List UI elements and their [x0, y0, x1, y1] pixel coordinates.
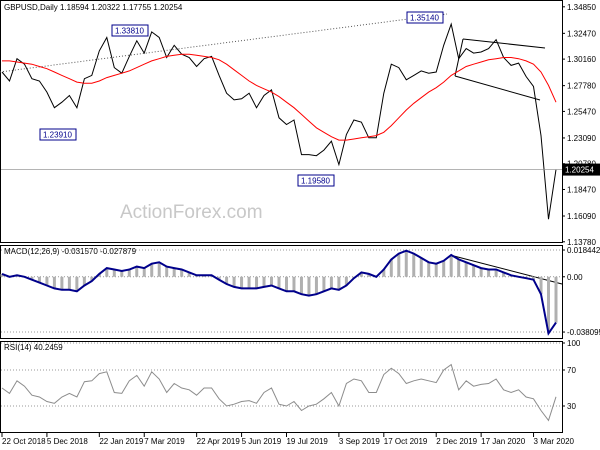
- y-tick-label: 100: [567, 339, 581, 348]
- annotation: 1.35140: [410, 14, 439, 23]
- macd-title: MACD(12,26,9) -0.031570 -0.027879: [4, 247, 137, 256]
- x-tick-label: 22 Apr 2019: [197, 437, 241, 446]
- annotation: 1.33810: [115, 27, 144, 36]
- annotation-box: [406, 11, 444, 24]
- series-line: [1, 22, 557, 220]
- series-line: [2, 53, 557, 141]
- x-tick-label: 19 Jul 2019: [286, 437, 328, 446]
- y-tick-label: 1.25470: [567, 107, 596, 116]
- y-tick-label: -0.038095: [567, 328, 600, 337]
- annotation: 1.23910: [43, 131, 72, 140]
- y-tick-label: 1.34850: [567, 3, 596, 12]
- x-tick-label: 17 Jan 2020: [481, 437, 526, 446]
- annotation-box: [39, 128, 77, 141]
- y-tick-label: 1.32470: [567, 29, 596, 38]
- series-line: [1, 363, 557, 422]
- y-tick-label: 1.18470: [567, 185, 596, 194]
- x-tick-label: 22 Jan 2019: [99, 437, 144, 446]
- y-tick-label: 1.13780: [567, 238, 596, 247]
- x-tick-label: 22 Oct 2018: [2, 437, 46, 446]
- trend-line: [0, 13, 448, 73]
- x-tick-label: 2 Dec 2019: [436, 437, 477, 446]
- channel-line: [454, 75, 541, 101]
- channel-line: [462, 38, 546, 49]
- y-tick-label: 1.23090: [567, 134, 596, 143]
- y-tick-label: 0.00: [567, 273, 583, 282]
- annotation-box: [297, 174, 335, 187]
- macd-panel: [0, 245, 563, 339]
- watermark: ActionForex.com: [120, 202, 263, 223]
- x-tick-label: 7 Mar 2019: [144, 437, 185, 446]
- annotation-box: [111, 24, 149, 37]
- y-tick-label: 1.16090: [567, 212, 596, 221]
- x-tick-label: 5 Dec 2018: [47, 437, 88, 446]
- y-tick-label: 1.30160: [567, 55, 596, 64]
- x-tick-label: 5 Jun 2019: [242, 437, 282, 446]
- x-tick-label: 17 Oct 2019: [384, 437, 428, 446]
- rsi-panel: [0, 341, 563, 433]
- rsi-title: RSI(14) 40.2459: [4, 343, 63, 352]
- chart-title: GBPUSD,Daily 1.18594 1.20322 1.17755 1.2…: [4, 3, 183, 12]
- series-line: [1, 249, 557, 336]
- y-tick-label: 70: [567, 366, 576, 375]
- annotation: 1.19580: [301, 177, 330, 186]
- y-tick-label: 1.27780: [567, 82, 596, 91]
- last-price-box: [562, 163, 600, 176]
- price-panel: [0, 0, 563, 243]
- y-tick-label: 0.018442: [567, 246, 600, 255]
- macd-trend-line: [449, 254, 563, 285]
- y-tick-label: 30: [567, 402, 576, 411]
- last-price-label: 1.20254: [565, 166, 594, 175]
- x-tick-label: 3 Sep 2019: [339, 437, 380, 446]
- x-tick-label: 3 Mar 2020: [534, 437, 575, 446]
